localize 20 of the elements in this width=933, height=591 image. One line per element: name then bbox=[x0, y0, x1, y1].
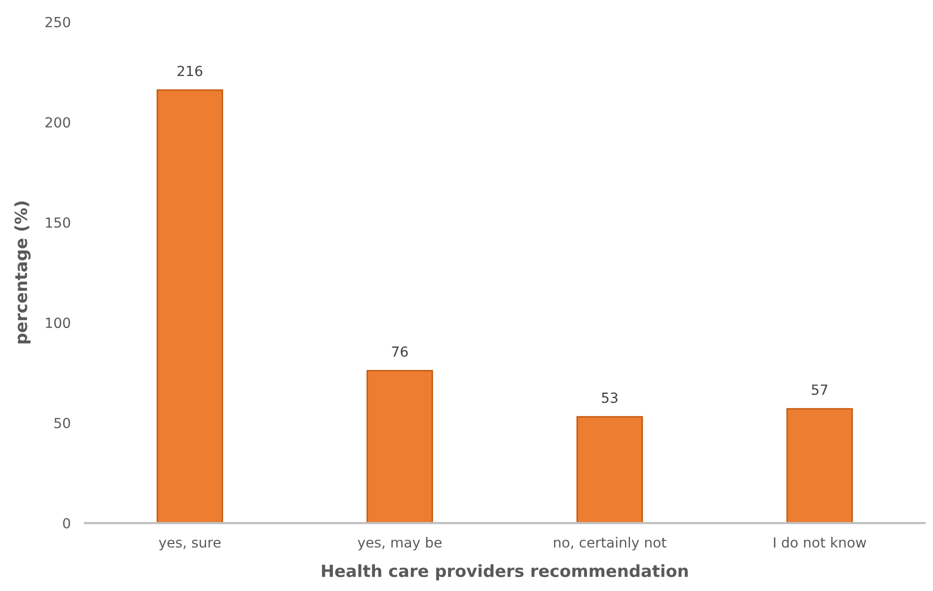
y-tick-label: 50 bbox=[54, 418, 70, 428]
y-tick-label: 250 bbox=[46, 16, 70, 28]
y-axis-title: percentage (%) bbox=[14, 202, 31, 344]
x-tick-label: I do not know bbox=[774, 536, 866, 548]
x-tick-label: yes, may be bbox=[358, 536, 442, 550]
data-label: 57 bbox=[812, 384, 828, 395]
y-tick-label: 100 bbox=[46, 318, 70, 328]
y-tick-label: 200 bbox=[46, 117, 70, 128]
x-tick-label: yes, sure bbox=[158, 540, 221, 550]
bar bbox=[576, 416, 643, 524]
x-tick-label: no, certainly not bbox=[554, 536, 666, 550]
data-label: 76 bbox=[392, 346, 408, 357]
bar bbox=[786, 408, 853, 524]
bar bbox=[156, 89, 224, 524]
y-tick-label: 0 bbox=[63, 518, 70, 529]
y-tick-label: 150 bbox=[46, 217, 70, 228]
x-axis-title: Health care providers recommendation bbox=[322, 564, 688, 580]
data-label: 53 bbox=[602, 392, 618, 403]
bar bbox=[366, 370, 434, 524]
data-label: 216 bbox=[178, 66, 202, 76]
